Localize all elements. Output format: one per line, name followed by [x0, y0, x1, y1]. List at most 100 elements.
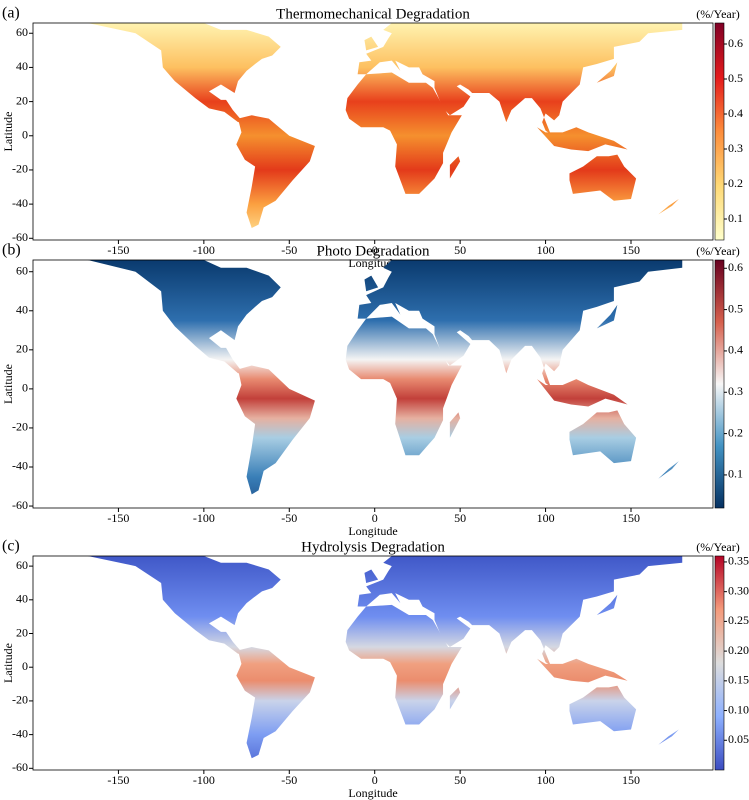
land-region	[449, 156, 461, 179]
plot-frame	[32, 259, 714, 509]
land-region	[345, 316, 462, 456]
land-region	[236, 115, 315, 229]
x-tick-label: 100	[537, 773, 555, 787]
x-tick-label: -100	[193, 243, 215, 257]
chart-title: Thermomechanical Degradation	[276, 6, 470, 22]
y-tick-label: 20	[16, 93, 28, 107]
colorbar-tick-label: 0.2	[728, 425, 743, 439]
land-region	[364, 569, 379, 583]
colorbar-label: (%/Year)	[696, 244, 739, 258]
y-tick-label: 40	[16, 59, 28, 73]
colorbar-tick-label: 0.1	[728, 211, 743, 225]
land-region	[658, 729, 679, 745]
plot-frame	[32, 22, 714, 241]
x-tick-label: 50	[454, 511, 466, 525]
y-tick-label: 20	[16, 342, 28, 356]
land-region	[357, 556, 683, 666]
y-tick-label: 60	[16, 263, 28, 277]
land-region	[345, 604, 462, 725]
y-tick-label: -20	[12, 693, 28, 707]
panel: (b) Photo Degradation Longitude Latitude -15…	[1, 242, 743, 538]
land-region	[357, 23, 683, 135]
x-tick-label: 150	[622, 243, 640, 257]
colorbar-tick-label: 0.05	[728, 732, 749, 746]
y-tick-label: 0	[22, 659, 28, 673]
y-tick-label: 60	[16, 558, 28, 572]
land-region	[596, 62, 618, 83]
land-region	[569, 410, 637, 464]
colorbar-tick-label: 0.2	[728, 176, 743, 190]
colorbar-tick-label: 0.6	[728, 36, 743, 50]
chart-title: Photo Degradation	[317, 243, 430, 259]
x-tick-label: -50	[281, 243, 297, 257]
y-axis-label: Latitude	[1, 643, 15, 683]
x-tick-label: -150	[107, 511, 129, 525]
x-tick-label: 150	[622, 511, 640, 525]
x-tick-label: -150	[107, 773, 129, 787]
y-tick-label: -60	[12, 498, 28, 512]
land-region	[236, 365, 315, 495]
colorbar-label: (%/Year)	[696, 540, 739, 554]
land-region	[364, 275, 379, 292]
y-tick-label: 0	[22, 128, 28, 142]
y-tick-label: 40	[16, 303, 28, 317]
y-axis-label: Latitude	[1, 112, 15, 152]
x-tick-label: 0	[372, 773, 378, 787]
map-layer	[87, 556, 683, 759]
land-region	[449, 687, 461, 710]
panel: (c) Hydrolysis Degradation Longitude Latitu…	[1, 538, 749, 800]
panel-label: (a)	[2, 5, 20, 22]
y-tick-label: 0	[22, 381, 28, 395]
y-tick-label: -20	[12, 420, 28, 434]
colorbar-tick-label: 0.4	[728, 343, 743, 357]
land-region	[537, 379, 628, 407]
map-layer	[87, 23, 683, 229]
land-region	[569, 685, 637, 732]
land-region	[596, 304, 618, 329]
x-tick-label: 100	[537, 243, 555, 257]
colorbar-tick-label: 0.20	[728, 643, 749, 657]
colorbar-tick-label: 0.3	[728, 141, 743, 155]
land-region	[87, 260, 281, 374]
chart-title: Hydrolysis Degradation	[301, 539, 445, 555]
land-region	[449, 412, 461, 438]
y-axis-label: Latitude	[1, 364, 15, 404]
x-tick-label: 0	[372, 243, 378, 257]
colorbar-tick-label: 0.25	[728, 613, 749, 627]
y-tick-label: -60	[12, 760, 28, 774]
y-tick-label: 20	[16, 625, 28, 639]
colorbar-tick-label: 0.5	[728, 71, 743, 85]
panel-label: (c)	[2, 538, 20, 555]
colorbar	[714, 22, 725, 241]
x-axis-label: Longitude	[348, 524, 397, 538]
land-region	[537, 658, 628, 683]
colorbar-tick-label: 0.1	[728, 467, 743, 481]
land-region	[345, 72, 462, 194]
colorbar-tick-label: 0.30	[728, 583, 749, 597]
land-region	[569, 154, 637, 201]
colorbar	[714, 259, 725, 509]
x-tick-label: 0	[372, 511, 378, 525]
x-tick-label: 50	[454, 243, 466, 257]
colorbar-tick-label: 0.35	[728, 554, 749, 568]
colorbar-tick-label: 0.10	[728, 702, 749, 716]
colorbar	[714, 555, 725, 771]
plot-frame	[32, 555, 714, 771]
y-tick-label: -60	[12, 230, 28, 244]
land-region	[658, 461, 679, 479]
x-tick-label: 150	[622, 773, 640, 787]
y-tick-label: -40	[12, 196, 28, 210]
colorbar-tick-label: 0.3	[728, 384, 743, 398]
y-tick-label: 40	[16, 592, 28, 606]
land-region	[658, 198, 679, 215]
x-tick-label: -50	[281, 773, 297, 787]
land-region	[357, 260, 683, 387]
colorbar-tick-label: 0.6	[728, 260, 743, 274]
x-tick-label: -150	[107, 243, 129, 257]
x-axis-label: Longitude	[348, 786, 397, 800]
y-tick-label: 60	[16, 25, 28, 39]
y-tick-label: -20	[12, 162, 28, 176]
y-tick-label: -40	[12, 459, 28, 473]
colorbar-tick-label: 0.4	[728, 106, 743, 120]
